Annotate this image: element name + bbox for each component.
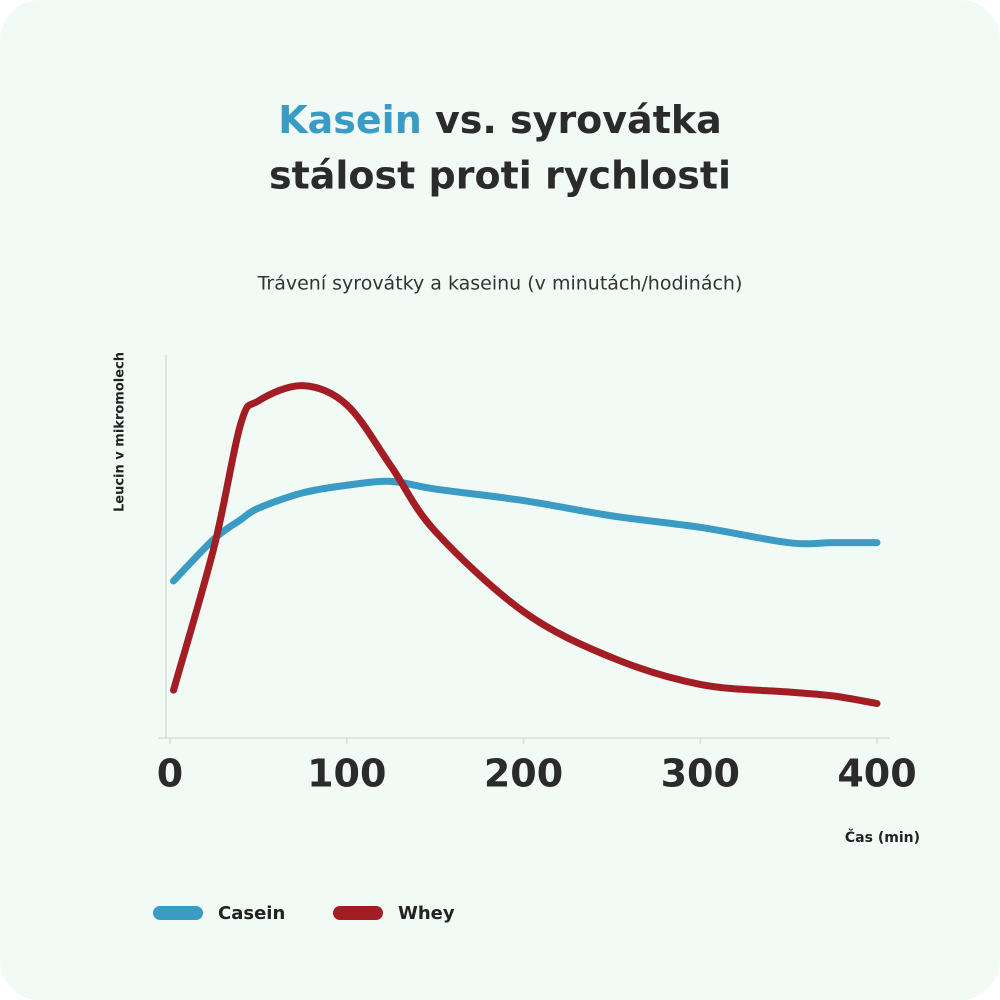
legend-label: Whey bbox=[398, 903, 455, 924]
chart-title: Kasein vs. syrovátka bbox=[278, 98, 722, 142]
y-axis-label: Leucin v mikromolech bbox=[113, 352, 128, 512]
title-rest: vs. syrovátka bbox=[435, 98, 722, 142]
legend-label: Casein bbox=[218, 903, 285, 924]
x-axis-label: Čas (min) bbox=[845, 828, 920, 846]
chart-subtitle: Trávení syrovátky a kaseinu (v minutách/… bbox=[257, 273, 743, 295]
x-tick-label: 0 bbox=[157, 752, 183, 796]
title-accent: Kasein bbox=[278, 98, 422, 142]
x-tick-label: 300 bbox=[661, 752, 740, 796]
x-tick-label: 100 bbox=[307, 752, 386, 796]
line-series bbox=[170, 477, 881, 585]
chart-title-line2: stálost proti rychlosti bbox=[269, 154, 731, 198]
line-series bbox=[170, 382, 881, 708]
x-tick-label: 200 bbox=[484, 752, 563, 796]
x-tick-label: 400 bbox=[837, 752, 916, 796]
